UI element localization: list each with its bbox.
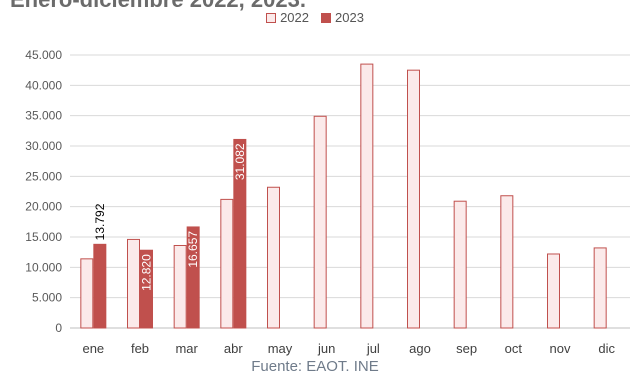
bar-2023-mar [186, 226, 200, 329]
bar-2022-dic [593, 247, 607, 329]
bar-2022-feb [127, 238, 140, 329]
data-label-2023-feb: 12.820 [140, 254, 154, 291]
bar-2023-abr [233, 138, 247, 329]
y-tick-label-4: 20.000 [25, 200, 62, 214]
y-tick-label-1: 5.000 [32, 291, 62, 305]
y-tick-label-7: 35.000 [25, 109, 62, 123]
chart-source: Fuente: EAOT. INE [251, 358, 379, 375]
bar-2022-oct [500, 195, 514, 329]
bar-2022-ene [80, 258, 94, 329]
legend-item-2022: 2022 [266, 10, 309, 25]
legend: 2022 2023 [0, 10, 630, 25]
bar-2022-jul [360, 63, 374, 329]
data-label-2023-mar: 16.657 [186, 231, 200, 268]
legend-swatch-2022 [266, 12, 277, 23]
legend-label-2023: 2023 [335, 10, 364, 25]
legend-label-2022: 2022 [280, 10, 309, 25]
x-tick-label-mar: mar [175, 341, 198, 356]
chart-title: Enero-diciembre 2022, 2023. [10, 0, 306, 13]
x-tick-label-dic: dic [598, 341, 615, 356]
bar-2022-abr [220, 198, 234, 329]
x-tick-label-jul: jul [366, 341, 380, 356]
bar-2023-feb [140, 249, 153, 329]
y-tick-label-6: 30.000 [25, 139, 62, 153]
x-tick-label-feb: feb [131, 341, 149, 356]
x-tick-label-ago: ago [409, 341, 431, 356]
bar-2022-may [267, 186, 280, 329]
bar-2023-ene [93, 243, 107, 329]
bar-2022-sep [453, 200, 467, 329]
legend-swatch-2023 [321, 12, 331, 23]
y-tick-label-3: 15.000 [25, 230, 62, 244]
x-tick-label-sep: sep [456, 341, 477, 356]
data-label-2023-ene: 13.792 [93, 203, 107, 240]
x-tick-label-oct: oct [505, 341, 523, 356]
y-tick-label-5: 25.000 [25, 169, 62, 183]
x-tick-label-jun: jun [317, 341, 335, 356]
bar-2022-mar [173, 244, 187, 329]
x-tick-label-nov: nov [550, 341, 571, 356]
x-tick-label-ene: ene [82, 341, 104, 356]
y-tick-label-9: 45.000 [25, 48, 62, 62]
x-tick-label-abr: abr [224, 341, 243, 356]
bar-2022-nov [547, 253, 560, 329]
legend-item-2023: 2023 [321, 10, 364, 25]
data-label-2023-abr: 31.082 [233, 143, 247, 180]
y-tick-label-0: 0 [55, 321, 62, 335]
bar-2022-jun [313, 115, 327, 329]
bar-2022-ago [407, 69, 420, 329]
y-tick-label-8: 40.000 [25, 78, 62, 92]
y-tick-label-2: 10.000 [25, 260, 62, 274]
x-tick-label-may: may [268, 341, 293, 356]
